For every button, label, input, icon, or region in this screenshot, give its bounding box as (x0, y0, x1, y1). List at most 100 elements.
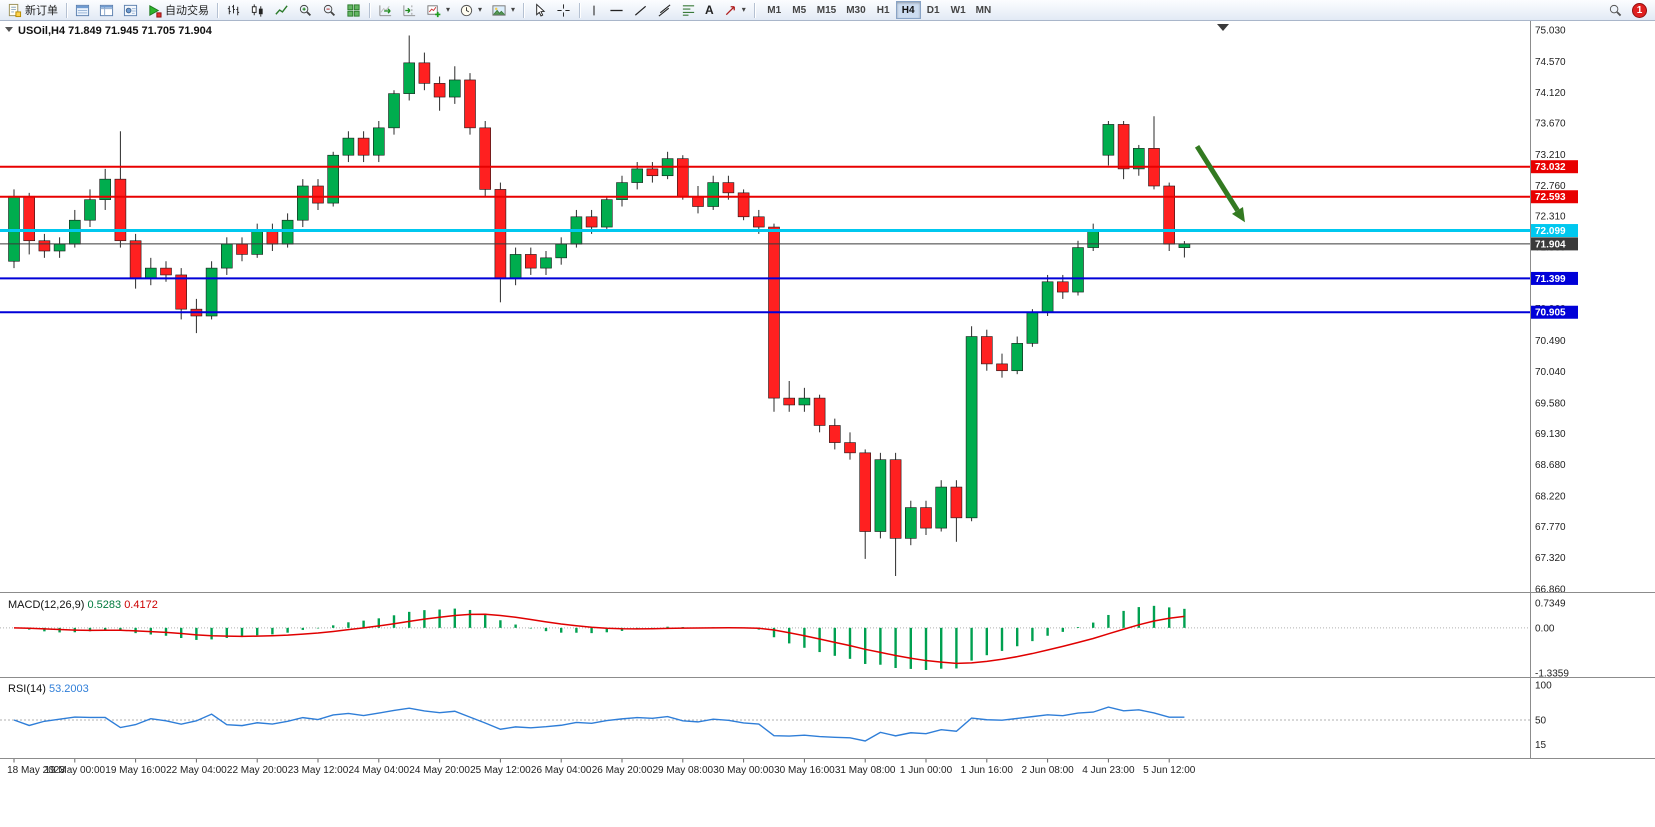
bearish-candle (524, 254, 537, 269)
bearish-candle (433, 83, 446, 98)
time-label: 23 May 12:00 (288, 765, 349, 776)
time-label: 26 May 20:00 (592, 765, 653, 776)
toolbar-separator (579, 2, 581, 18)
notification-badge[interactable]: 1 (1632, 2, 1647, 18)
auto-scroll-button[interactable] (374, 1, 397, 20)
bullish-candle (616, 182, 628, 200)
timeframe-button-h4[interactable]: H4 (895, 1, 921, 19)
chart-canvas[interactable]: 75.030 74.570 74.120 73.670 73.210 72.760 72.3… (0, 21, 1655, 781)
data-window-icon (99, 4, 114, 16)
bearish-candle (980, 336, 993, 365)
macd-axis-zero: 0.00 (1535, 623, 1555, 634)
timeframe-button-m30[interactable]: M30 (841, 1, 870, 19)
time-label: 18 May 2023 (7, 765, 65, 776)
rsi-label: RSI(14) 53.2003 (8, 683, 89, 695)
price-tick-label: 68.680 (1535, 460, 1566, 471)
time-label: 24 May 20:00 (409, 765, 470, 776)
time-label: 19 May 00:00 (44, 765, 105, 776)
bullish-candle (509, 254, 522, 279)
time-label: 24 May 04:00 (348, 765, 409, 776)
horizontal-line-button[interactable] (605, 1, 628, 20)
rsi-axis-label: 50 (1535, 716, 1547, 727)
new-order-label: 新订单 (25, 5, 58, 17)
price-tick-label: 74.120 (1535, 88, 1566, 99)
vertical-line-button[interactable] (584, 1, 604, 20)
bearish-candle (464, 79, 476, 129)
bearish-candle (889, 459, 902, 539)
arrows-icon (725, 5, 735, 15)
bullish-candle (707, 182, 720, 207)
svg-text:73.032: 73.032 (1535, 162, 1566, 173)
bullish-candle (540, 257, 552, 269)
bullish-candle (904, 507, 917, 539)
periods-dropdown[interactable]: ▾ (455, 1, 486, 20)
new-chart-dropdown[interactable]: ▾ (422, 1, 454, 20)
templates-dropdown[interactable]: ▾ (487, 1, 519, 20)
one-click-expand-icon[interactable] (5, 27, 13, 32)
timeframe-button-m15[interactable]: M15 (812, 1, 841, 19)
channel-icon (658, 3, 671, 17)
bullish-candle (1026, 312, 1039, 344)
fibonacci-icon (682, 4, 695, 16)
bearish-candle (828, 425, 841, 443)
time-label: 1 Jun 00:00 (900, 765, 953, 776)
price-tag-70.905[interactable]: 70.905 (1531, 305, 1578, 319)
chevron-down-icon: ▾ (446, 5, 451, 14)
time-label: 1 Jun 16:00 (961, 765, 1014, 776)
arrows-dropdown[interactable]: ▾ (719, 1, 750, 20)
bullish-candle (448, 79, 461, 98)
price-tick-label: 70.040 (1535, 367, 1566, 378)
bearish-candle (585, 216, 598, 228)
crosshair-button[interactable] (552, 1, 575, 20)
search-button[interactable] (1604, 1, 1627, 20)
timeframe-button-m5[interactable]: M5 (787, 1, 812, 19)
timeframe-button-m1[interactable]: M1 (762, 1, 787, 19)
bar-chart-button[interactable] (222, 1, 245, 20)
bullish-candle (1178, 243, 1191, 248)
trend-arrow-annotation[interactable] (1194, 144, 1245, 223)
price-tag-72.099[interactable]: 72.099 (1531, 224, 1578, 238)
candlestick-chart-button[interactable] (246, 1, 269, 20)
toolbar-separator (369, 2, 370, 18)
bullish-candle (1133, 148, 1145, 170)
main-toolbar: 新订单 自动交易 ▾ ▾ (0, 0, 1655, 21)
price-tag-71.399[interactable]: 71.399 (1531, 271, 1578, 285)
chart-shift-button[interactable] (398, 1, 421, 20)
navigator-button[interactable] (119, 1, 142, 20)
fibonacci-button[interactable] (677, 1, 700, 20)
data-window-button[interactable] (95, 1, 118, 20)
bearish-candle (1057, 281, 1069, 293)
bullish-candle (1072, 247, 1084, 293)
bearish-candle (114, 178, 127, 242)
price-tag-73.032[interactable]: 73.032 (1531, 160, 1578, 174)
bearish-candle (783, 397, 796, 406)
price-tag-71.904[interactable]: 71.904 (1531, 237, 1578, 251)
channel-button[interactable] (653, 1, 676, 20)
chart-shift-icon (403, 4, 416, 16)
trendline-button[interactable] (629, 1, 652, 20)
bullish-candle (631, 168, 644, 183)
timeframe-button-d1[interactable]: D1 (921, 1, 946, 19)
text-button[interactable]: A (701, 1, 718, 20)
timeframe-button-w1[interactable]: W1 (946, 1, 971, 19)
zoom-out-button[interactable] (318, 1, 341, 20)
auto-trading-button[interactable]: 自动交易 (143, 1, 213, 20)
chevron-down-icon: ▾ (511, 5, 516, 14)
zoom-in-button[interactable] (294, 1, 317, 20)
tile-windows-button[interactable] (342, 1, 365, 20)
timeframe-button-h1[interactable]: H1 (871, 1, 896, 19)
macd-label: MACD(12,26,9) 0.5283 0.4172 (8, 599, 158, 611)
cursor-button[interactable] (528, 1, 551, 20)
chart-shift-marker[interactable] (1217, 24, 1229, 31)
timeframe-button-mn[interactable]: MN (971, 1, 997, 19)
new-order-button[interactable]: 新订单 (3, 1, 62, 20)
price-tag-72.593[interactable]: 72.593 (1531, 190, 1578, 204)
bullish-candle (251, 230, 263, 255)
crosshair-icon (557, 3, 570, 17)
time-label: 2 Jun 08:00 (1021, 765, 1074, 776)
line-chart-button[interactable] (270, 1, 293, 20)
market-watch-button[interactable] (71, 1, 94, 20)
price-tick-label: 73.670 (1535, 119, 1566, 130)
rsi-line (13, 706, 1185, 742)
bullish-candle (205, 267, 218, 317)
